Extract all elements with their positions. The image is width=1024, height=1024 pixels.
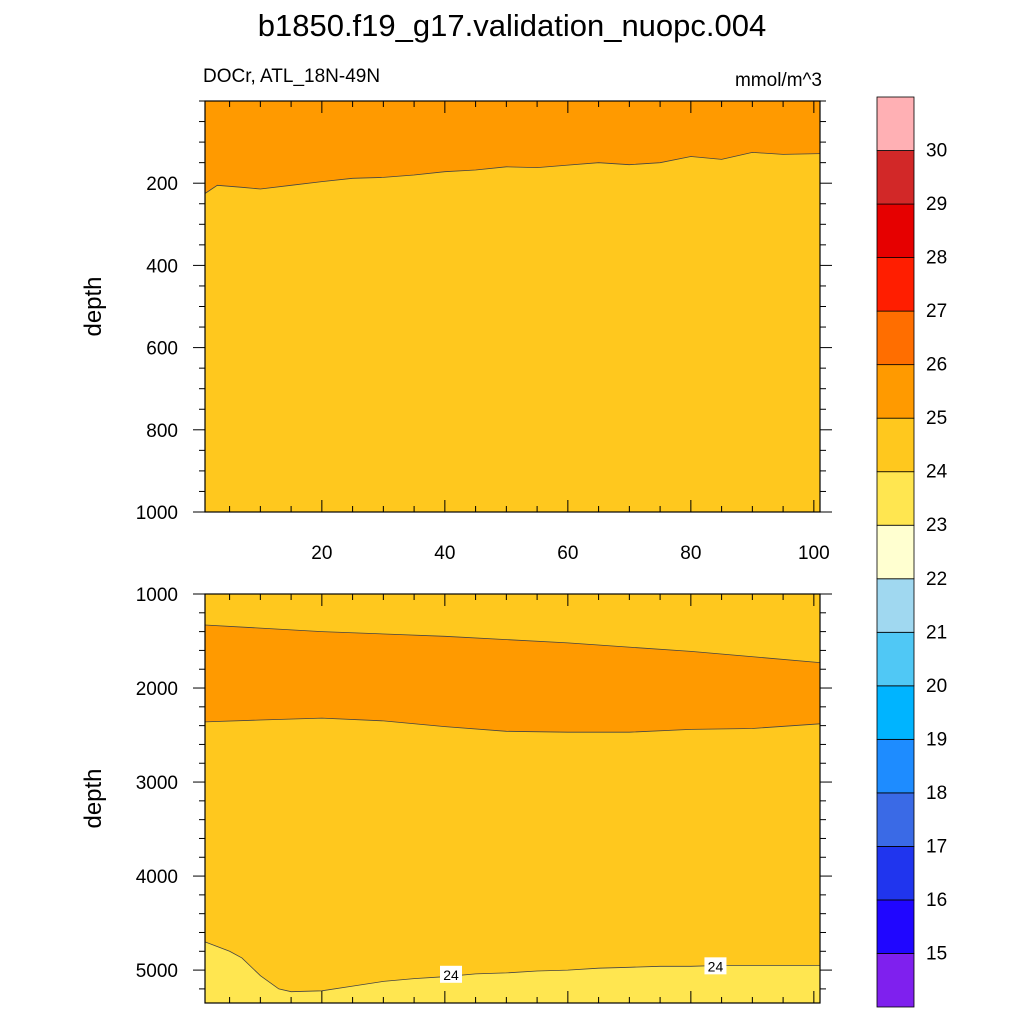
colorbar-label: 26 [926,355,947,376]
plot-frame [204,593,821,1004]
contour-line-25 [204,151,821,194]
colorbar-box [876,203,915,258]
x-tick-label: 80 [680,543,701,564]
contour-label: 24 [443,967,459,983]
contour-line-24 [204,941,820,993]
colorbar-box [876,685,915,740]
colorbar-label: 25 [926,408,947,429]
colorbar-box [876,364,915,419]
y-tick-label: 3000 [136,773,178,794]
colorbar-box [876,257,915,312]
colorbar-box [876,578,915,633]
colorbar-box [876,96,915,151]
y-tick-label: 5000 [136,961,178,982]
colorbar-box [876,150,915,205]
colorbar-label: 24 [926,462,948,483]
y-tick-label: 400 [146,256,178,277]
y-axis-title: depth [80,768,107,828]
region-23-24 [205,941,820,1003]
contour-label: 24 [708,958,724,974]
region-25-26 [205,101,820,194]
colorbar-label: 16 [926,890,947,911]
colorbar-box [876,899,915,954]
contour-line-25-top [204,624,821,663]
colorbar-label: 20 [926,676,947,697]
colorbar-box [876,471,915,526]
y-tick-label: 1000 [136,503,178,524]
colorbar-box [876,417,915,473]
colorbar-box [876,524,915,580]
colorbar-label: 23 [926,515,947,536]
units-label: mmol/m^3 [735,70,822,91]
colorbar-box [876,738,915,794]
colorbar-label: 15 [926,943,947,964]
colorbar-box [876,631,915,687]
colorbar-box [876,846,915,901]
variable-region-label: DOCr, ATL_18N-49N [203,66,380,87]
y-tick-label: 4000 [136,867,178,888]
upper-panel: 200 400 600 800 1000 20 40 60 80 100 depth [80,100,832,564]
chart-title: b1850.f19_g17.validation_nuopc.004 [258,8,767,43]
lower-panel: 24 24 1000 2000 3000 4000 5000 depth [80,585,832,1004]
y-axis-title: depth [80,276,107,336]
colorbar-label: 19 [926,729,947,750]
contour-label-box [704,957,727,975]
colorbar-label: 17 [926,836,947,857]
colorbar-label: 22 [926,569,947,590]
contour-line-25-bottom [204,717,821,733]
y-tick-label: 800 [146,421,178,442]
y-tick-label: 600 [146,339,178,360]
colorbar-box [876,792,915,847]
x-tick-label: 20 [311,543,332,564]
colorbar-label: 27 [926,301,947,322]
colorbar-box [876,953,915,1008]
y-tick-label: 1000 [136,585,178,606]
colorbar: 15 16 17 18 19 20 21 22 23 24 25 26 27 28 29 30 [876,96,948,1008]
colorbar-label: 21 [926,622,947,643]
y-tick-label: 2000 [136,679,178,700]
colorbar-label: 28 [926,248,947,269]
colorbar-label: 29 [926,194,947,215]
x-tick-label: 40 [434,543,455,564]
colorbar-label: 30 [926,141,947,162]
colorbar-box [876,310,915,366]
colorbar-label: 18 [926,783,947,804]
region-25-26 [205,625,820,733]
x-tick-label: 100 [798,543,830,564]
contour-label-box [440,965,462,983]
y-tick-label: 200 [146,174,178,195]
x-tick-label: 60 [557,543,578,564]
